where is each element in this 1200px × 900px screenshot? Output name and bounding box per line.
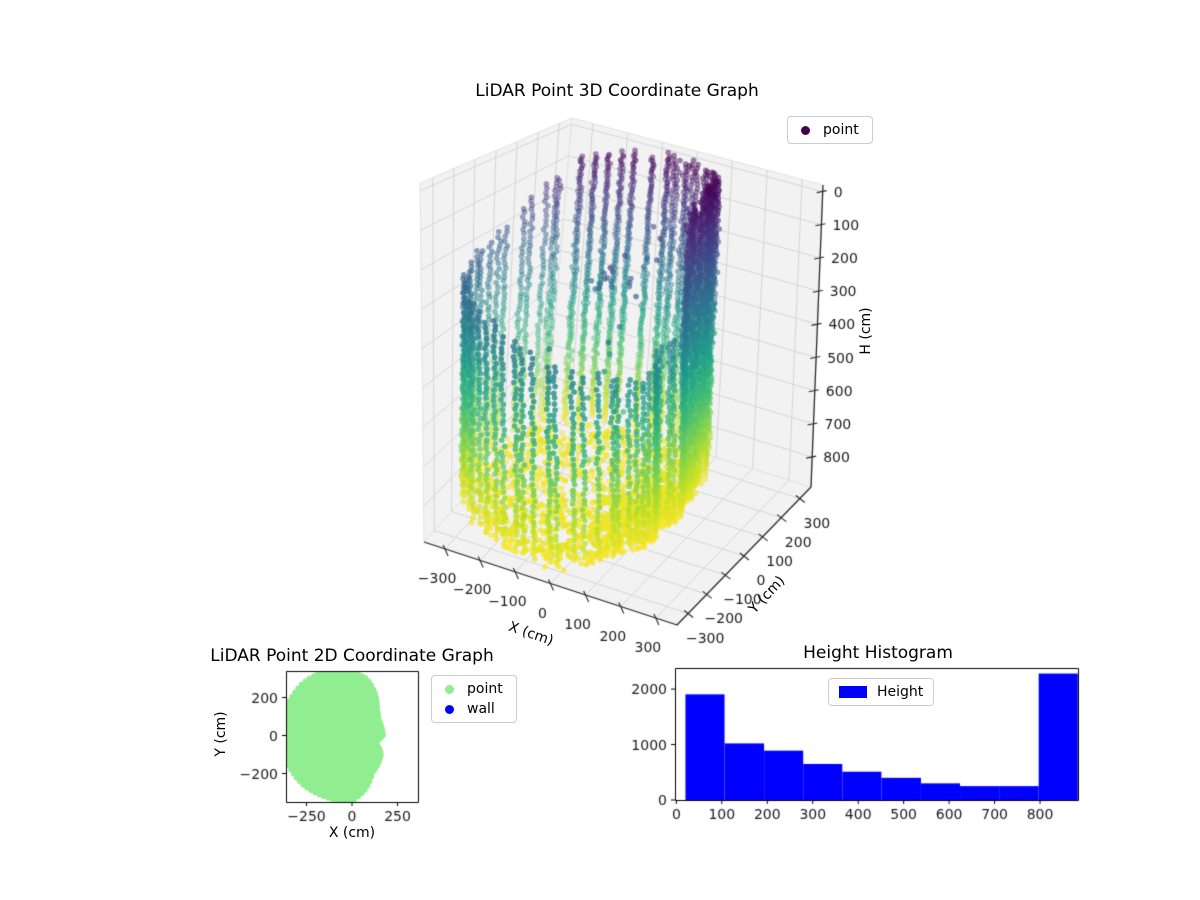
plot2d-legend: point wall [431, 675, 517, 723]
plot3d-legend: point [787, 116, 873, 144]
plot2d-yaxis-label: Y (cm) [213, 711, 229, 757]
legend-label: Height [877, 684, 924, 700]
plot2d-title: LiDAR Point 2D Coordinate Graph [210, 646, 494, 666]
legend-label: point [467, 681, 503, 697]
plot3d-zaxis-label: H (cm) [858, 307, 874, 355]
plot3d-title: LiDAR Point 3D Coordinate Graph [475, 81, 759, 101]
wall2d-marker-icon [445, 704, 454, 714]
height-patch-icon [839, 686, 867, 698]
point2d-marker-icon [445, 684, 454, 694]
legend-label: wall [467, 701, 495, 717]
legend-item-point2d: point [432, 679, 516, 699]
point3d-marker-icon [801, 125, 810, 135]
legend-item-point3d: point [788, 120, 872, 140]
legend-item-height: Height [829, 682, 933, 702]
hist-title: Height Histogram [803, 643, 953, 663]
hist-legend: Height [828, 678, 935, 706]
plot2d-xaxis-label: X (cm) [328, 825, 376, 841]
legend-label: point [823, 122, 859, 138]
legend-item-wall2d: wall [432, 699, 516, 719]
